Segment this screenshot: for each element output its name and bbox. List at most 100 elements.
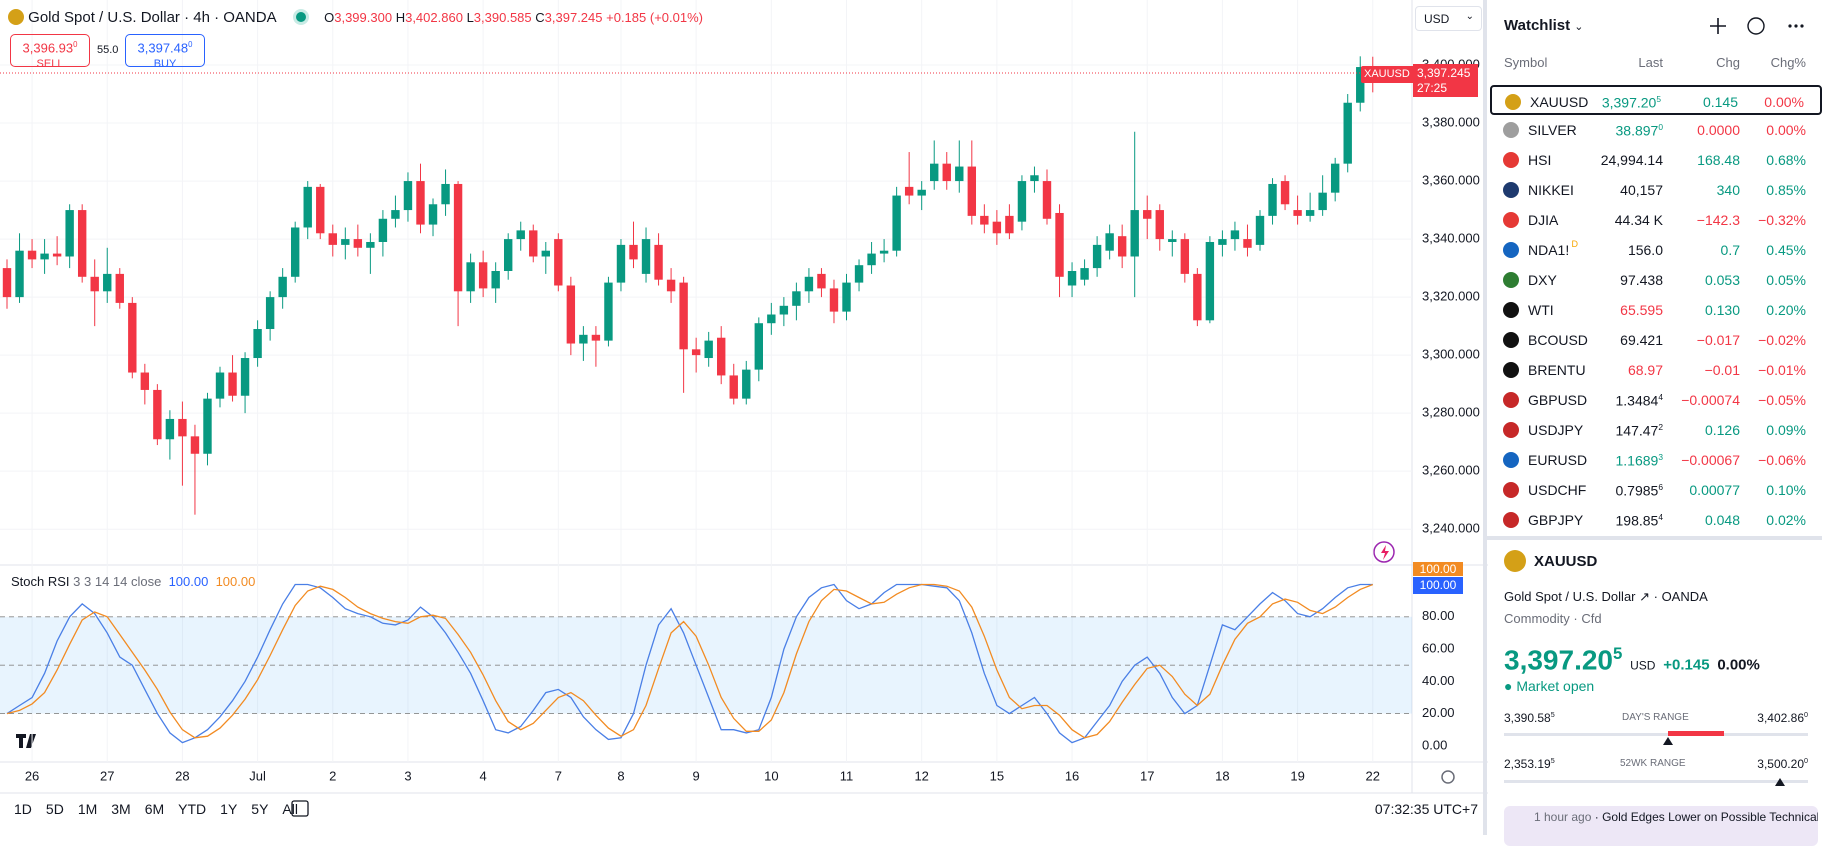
- detail-symbol-row: XAUUSD: [1504, 550, 1597, 572]
- chart-icon[interactable]: [1747, 17, 1765, 35]
- range-button[interactable]: 5Y: [251, 801, 269, 817]
- row-symbol: BRENTU: [1528, 362, 1586, 378]
- candle-body: [140, 372, 150, 390]
- watchlist-row[interactable]: GBPJPY 198.854 0.048 0.02%: [1490, 505, 1822, 535]
- row-last-text: 65.595: [1620, 302, 1663, 318]
- watchlist-row[interactable]: NIKKEI 40,157 340 0.85%: [1490, 175, 1822, 205]
- watchlist-title[interactable]: Watchlist ⌄: [1504, 17, 1584, 34]
- row-symbol: WTI: [1528, 302, 1554, 318]
- row-symbol: USDCHF: [1528, 482, 1587, 498]
- day-high-sup: 0: [1804, 710, 1808, 719]
- candle-body: [1268, 183, 1277, 216]
- row-pct: 0.05%: [1766, 272, 1806, 288]
- wk-low: 2,353.19: [1504, 757, 1551, 771]
- add-icon[interactable]: [1710, 18, 1726, 34]
- settings-icon[interactable]: [1441, 770, 1455, 784]
- candle-body: [842, 282, 851, 312]
- y-tick-label: 60.00: [1422, 641, 1455, 656]
- watchlist-row[interactable]: DJIA 44.34 K −142.3 −0.32%: [1490, 205, 1822, 235]
- watchlist-row[interactable]: WTI 65.595 0.130 0.20%: [1490, 295, 1822, 325]
- row-pct: 0.09%: [1766, 422, 1806, 438]
- sell-button[interactable]: 3,396.930 SELL: [10, 34, 90, 71]
- indicator-name: Stoch RSI: [11, 574, 70, 589]
- watchlist-row[interactable]: DXY 97.438 0.053 0.05%: [1490, 265, 1822, 295]
- row-chg: −0.017: [1696, 332, 1740, 348]
- watchlist-row[interactable]: EURUSD 1.16893 −0.00067 −0.06%: [1490, 445, 1822, 475]
- watchlist-row[interactable]: GBPUSD 1.34844 −0.00074 −0.05%: [1490, 385, 1822, 415]
- candle-body: [1230, 230, 1240, 240]
- candle-body: [1017, 181, 1027, 222]
- candle-body: [52, 253, 62, 257]
- candle-body: [1168, 239, 1177, 242]
- watchlist-row[interactable]: NDA1! D 156.0 0.7 0.45%: [1490, 235, 1822, 265]
- candle-body: [1080, 268, 1089, 280]
- candle-body: [441, 183, 450, 205]
- news-card[interactable]: 1 hour ago · Gold Edges Lower on Possibl…: [1504, 806, 1818, 846]
- row-last-sup: 3: [1658, 452, 1663, 462]
- range-button[interactable]: 1Y: [220, 801, 238, 817]
- range-button[interactable]: All: [282, 801, 298, 817]
- row-pct: 0.85%: [1766, 182, 1806, 198]
- buy-button[interactable]: 3,397.480 BUY: [125, 34, 205, 70]
- row-symbol: HSI: [1528, 152, 1552, 168]
- more-dot: [1800, 24, 1804, 28]
- date-range-icon[interactable]: [291, 800, 309, 817]
- candle-body: [178, 418, 187, 437]
- row-last-text: 198.85: [1615, 512, 1659, 529]
- row-chg: 0.053: [1704, 272, 1740, 288]
- y-tick-label: 3,320.000: [1422, 289, 1480, 304]
- candle-body: [541, 250, 550, 257]
- spread: 55.0: [97, 44, 119, 56]
- row-chg: 0.048: [1704, 512, 1740, 528]
- candle-body: [1130, 210, 1139, 257]
- more-dot[interactable]: [1788, 24, 1792, 28]
- row-chg: 0.130: [1704, 302, 1740, 318]
- row-pct: 0.68%: [1766, 152, 1806, 168]
- candle-body: [353, 239, 363, 248]
- row-icon: [1503, 332, 1519, 348]
- candle-body: [1143, 210, 1152, 219]
- candle-body: [804, 276, 814, 292]
- row-chg: −0.00074: [1681, 392, 1740, 408]
- watchlist-row[interactable]: SILVER 38.8970 0.0000 0.00%: [1490, 115, 1822, 145]
- row-chg: −142.3: [1696, 212, 1740, 228]
- range-button[interactable]: 3M: [111, 801, 131, 817]
- candle-body: [742, 369, 751, 399]
- range-button[interactable]: YTD: [178, 801, 207, 817]
- candle-body: [717, 337, 726, 376]
- candle-body: [892, 195, 901, 251]
- range-button[interactable]: 1D: [14, 801, 32, 817]
- candle-body: [15, 250, 24, 298]
- l-label: L: [466, 10, 474, 25]
- watchlist-row[interactable]: BRENTU 68.97 −0.01 −0.01%: [1490, 355, 1822, 385]
- candle-body: [980, 215, 989, 225]
- detail-name: Gold Spot / U.S. Dollar: [1504, 589, 1636, 604]
- candle-body: [579, 334, 588, 344]
- range-button[interactable]: 1M: [77, 801, 98, 817]
- x-tick-label: 22: [1366, 768, 1380, 783]
- stoch-line: [6, 583, 1374, 739]
- candle-body: [290, 227, 300, 277]
- x-tick-label: 4: [480, 768, 487, 783]
- candle-body: [1218, 239, 1227, 245]
- range-button[interactable]: 6M: [144, 801, 165, 817]
- detail-price: 3,397.20: [1504, 644, 1613, 676]
- row-chg: −0.01: [1704, 362, 1740, 378]
- indicator-legend: Stoch RSI 3 3 14 14 close 100.00 100.00: [11, 574, 255, 589]
- symbol-header: Gold Spot / U.S. Dollar · 4h · OANDA O3,…: [8, 9, 703, 26]
- h-value: 3,402.860: [405, 10, 463, 25]
- watchlist-row[interactable]: USDCHF 0.79856 0.00077 0.10%: [1490, 475, 1822, 505]
- y-tick-label: 3,360.000: [1422, 173, 1480, 188]
- candle-body: [817, 273, 826, 289]
- range-button[interactable]: 5D: [45, 801, 64, 817]
- watchlist-row[interactable]: XAUUSD 3,397.205 0.145 0.00%: [1490, 85, 1822, 115]
- row-last: 38.8970: [1616, 122, 1664, 139]
- watchlist-row[interactable]: USDJPY 147.472 0.126 0.09%: [1490, 415, 1822, 445]
- watchlist-row[interactable]: HSI 24,994.14 168.48 0.68%: [1490, 145, 1822, 175]
- currency-select[interactable]: USD ⌄: [1415, 6, 1482, 31]
- alert-icon[interactable]: [1373, 541, 1395, 563]
- detail-currency: USD: [1630, 658, 1656, 673]
- alert-bolt: [1381, 545, 1389, 560]
- sell-label: SELL: [36, 58, 64, 71]
- watchlist-row[interactable]: BCOUSD 69.421 −0.017 −0.02%: [1490, 325, 1822, 355]
